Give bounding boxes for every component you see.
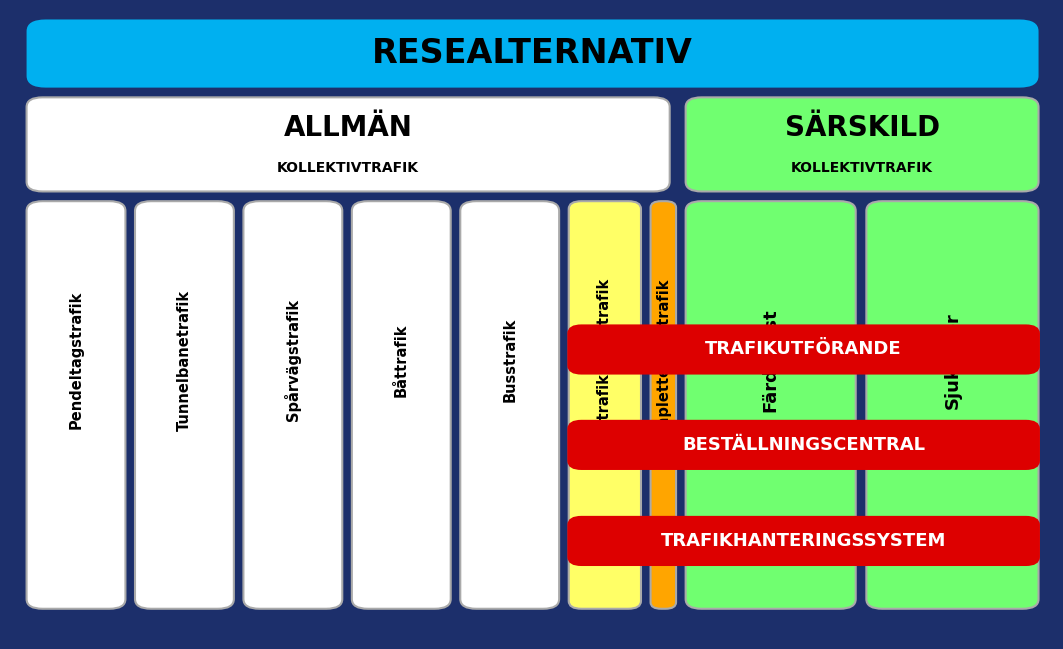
Text: Sjukresor: Sjukresor (944, 312, 961, 408)
FancyBboxPatch shape (460, 201, 559, 609)
Text: KOLLEKTIVTRAFIK: KOLLEKTIVTRAFIK (277, 161, 419, 175)
Text: TRAFIKUTFÖRANDE: TRAFIKUTFÖRANDE (706, 341, 901, 358)
FancyBboxPatch shape (27, 97, 670, 191)
FancyBboxPatch shape (569, 201, 641, 609)
Text: Färdtjänst: Färdtjänst (762, 308, 779, 412)
FancyBboxPatch shape (651, 201, 676, 609)
Text: KOLLEKTIVTRAFIK: KOLLEKTIVTRAFIK (791, 161, 933, 175)
FancyBboxPatch shape (686, 201, 856, 609)
Text: Kompletteringstrafik: Kompletteringstrafik (656, 278, 671, 451)
Text: SÄRSKILD: SÄRSKILD (784, 114, 940, 142)
FancyBboxPatch shape (866, 201, 1039, 609)
Text: Pendeltagstrafik: Pendeltagstrafik (68, 291, 84, 430)
Text: ALLMÄN: ALLMÄN (284, 114, 412, 142)
Text: Spårvägstrafik: Spårvägstrafik (285, 299, 301, 421)
Text: Närtrafik / Flextrafik: Närtrafik / Flextrafik (597, 279, 612, 449)
FancyBboxPatch shape (569, 517, 1039, 565)
FancyBboxPatch shape (27, 201, 125, 609)
FancyBboxPatch shape (135, 201, 234, 609)
FancyBboxPatch shape (27, 19, 1039, 88)
Text: Busstrafik: Busstrafik (502, 318, 518, 402)
FancyBboxPatch shape (569, 326, 1039, 373)
Text: TRAFIKHANTERINGSSYSTEM: TRAFIKHANTERINGSSYSTEM (661, 532, 946, 550)
FancyBboxPatch shape (569, 421, 1039, 469)
Text: RESEALTERNATIV: RESEALTERNATIV (372, 37, 693, 70)
Text: Båttrafik: Båttrafik (393, 323, 409, 397)
Text: BESTÄLLNINGSCENTRAL: BESTÄLLNINGSCENTRAL (682, 436, 925, 454)
FancyBboxPatch shape (243, 201, 342, 609)
FancyBboxPatch shape (352, 201, 451, 609)
Text: Tunnelbanetrafik: Tunnelbanetrafik (176, 289, 192, 431)
FancyBboxPatch shape (686, 97, 1039, 191)
